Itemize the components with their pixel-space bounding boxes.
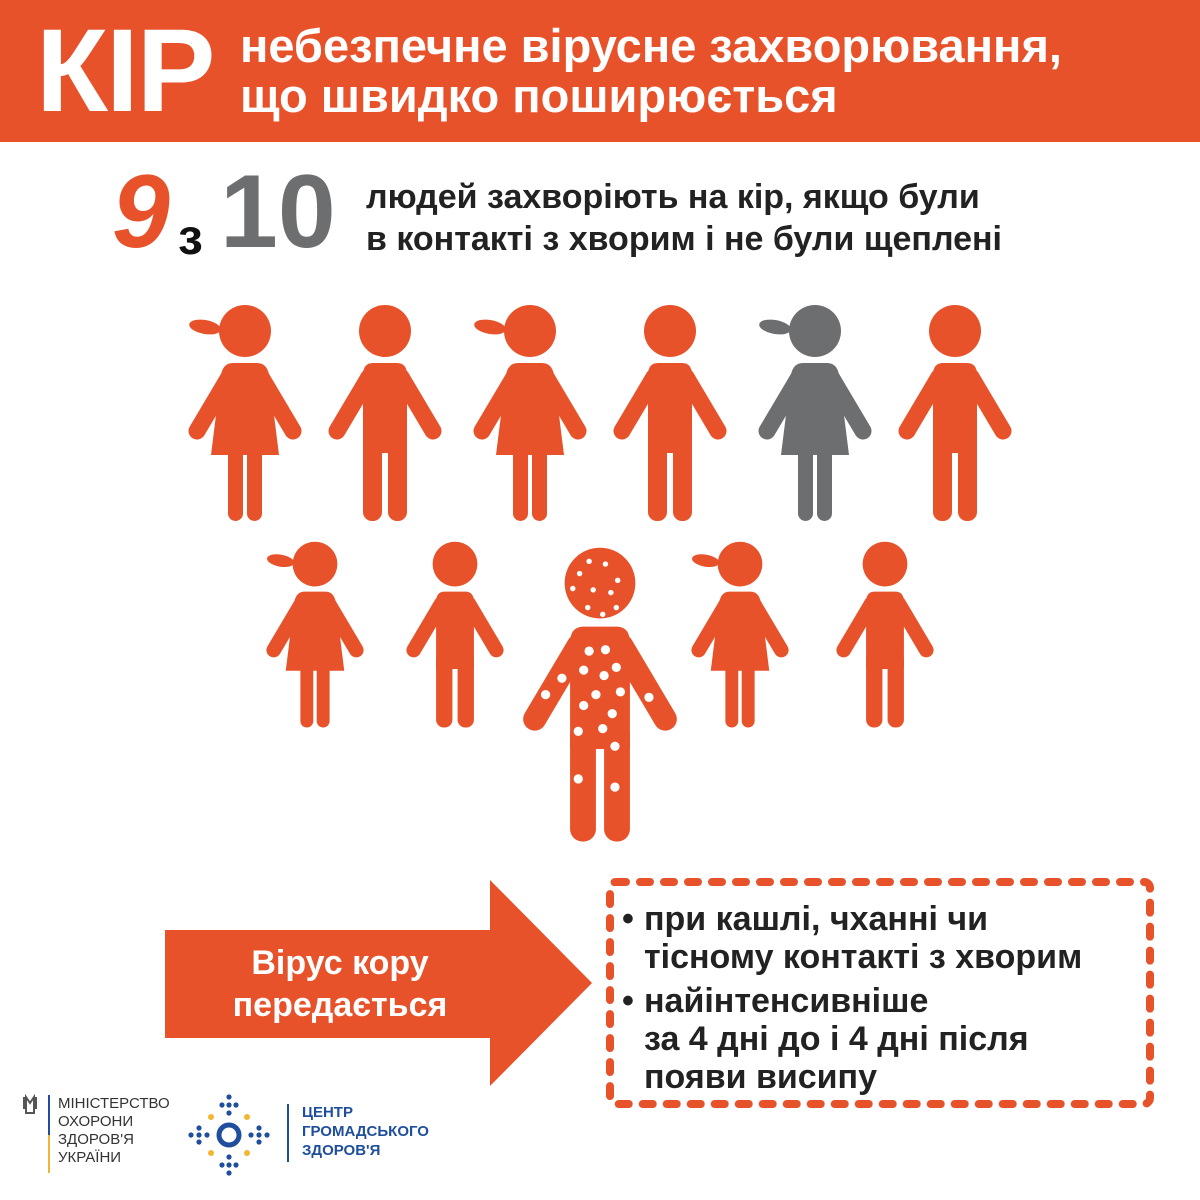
bullet-1-line2: тісному контакті з хворим	[644, 938, 1083, 976]
girl-figure	[188, 305, 302, 521]
arrow-label-line1: Вірус кору	[251, 944, 429, 982]
boy-figure	[328, 305, 442, 521]
rash-spot	[570, 607, 576, 613]
arrow-label: Вірус кору передається	[165, 942, 515, 1026]
rash-spot	[540, 689, 551, 700]
rash-spot	[586, 558, 592, 565]
girl-figure	[473, 305, 587, 521]
moz-line: МІНІСТЕРСТВО	[58, 1095, 170, 1112]
title-kir: КІР	[36, 5, 216, 137]
cgz-line: ГРОМАДСЬКОГО	[302, 1123, 429, 1140]
boy-figure	[613, 305, 727, 521]
rash-spot	[557, 673, 567, 683]
boy-figure	[406, 541, 504, 728]
moz-line: ЗДОРОВ'Я	[58, 1131, 134, 1148]
cgz-logo-text: ЦЕНТР ГРОМАДСЬКОГО ЗДОРОВ'Я	[302, 1103, 429, 1160]
arrow-label-line2: передається	[232, 986, 448, 1024]
girl-figure	[691, 541, 789, 728]
rash-spot	[644, 692, 654, 702]
rash-spot	[585, 604, 591, 611]
rash-spot	[602, 561, 609, 567]
dashed-box	[606, 878, 1154, 1108]
rash-spot	[573, 726, 583, 736]
rash-spot	[608, 589, 614, 596]
rash-spot	[615, 687, 626, 697]
rash-spot	[599, 670, 609, 681]
moz-line: УКРАЇНИ	[58, 1149, 122, 1166]
moz-logo-text: МІНІСТЕРСТВО ОХОРОНИ ЗДОРОВ'Я УКРАЇНИ	[58, 1095, 170, 1167]
stat-total: 10	[220, 154, 336, 270]
rash-spot	[600, 611, 606, 618]
rash-spot	[576, 570, 583, 577]
boy-figure	[836, 541, 934, 728]
rash-spot	[610, 782, 620, 792]
rash-spot	[598, 723, 608, 734]
girl-figure	[758, 305, 872, 521]
title-line2: що швидко поширюється	[240, 69, 838, 122]
moz-trident-icon	[23, 1093, 37, 1114]
cgz-logo-icon	[188, 1094, 270, 1176]
stat-number: 9	[112, 154, 170, 270]
rash-spot	[607, 709, 617, 719]
boy-figure	[898, 305, 1012, 521]
bullet-2: • найінтенсивніше за 4 дні до і 4 дні піс…	[622, 982, 1029, 1096]
stat-of: з	[178, 209, 203, 265]
moz-divider-yellow	[48, 1135, 50, 1173]
rash-spot	[610, 741, 620, 751]
stat-desc-line1: людей захворіють на кір, якщо були	[366, 178, 980, 216]
bullet-2-line2: за 4 дні до і 4 дні після	[644, 1020, 1029, 1058]
arrow-shape	[165, 880, 592, 1086]
rash-spot	[573, 774, 583, 784]
rash-spot	[579, 665, 589, 675]
title-line1: небезпечне вірусне захворювання,	[240, 19, 1062, 72]
rash-spot	[570, 585, 576, 592]
rash-spot	[600, 645, 611, 655]
stat-desc-line2: в контакті з хворим і не були щеплені	[366, 220, 1003, 258]
bullet-2-line3: появи висипу	[644, 1058, 878, 1096]
rash-spot	[579, 700, 589, 711]
moz-divider	[48, 1095, 50, 1135]
rash-spot	[614, 577, 621, 584]
cgz-line: ЗДОРОВ'Я	[302, 1142, 381, 1159]
cgz-line: ЦЕНТР	[302, 1104, 353, 1121]
rash-spot	[611, 662, 621, 673]
bullet-dot: •	[622, 982, 634, 1020]
cgz-divider	[287, 1104, 289, 1162]
bullet-dot: •	[622, 900, 634, 938]
bullet-2-line1: найінтенсивніше	[644, 982, 929, 1020]
bullet-1: • при кашлі, чханні чи тісному контакті з…	[622, 900, 1082, 976]
rash-spot	[584, 646, 594, 656]
girl-figure	[266, 541, 364, 728]
sick-child-figure	[523, 547, 677, 842]
header-banner: КІР небезпечне вірусне захворювання, що …	[0, 0, 1200, 142]
rash-spot	[591, 689, 601, 700]
moz-line: ОХОРОНИ	[58, 1113, 134, 1130]
rash-spot	[590, 587, 596, 593]
rash-spot	[613, 604, 620, 611]
bullet-1-line1: при кашлі, чханні чи	[644, 900, 989, 938]
